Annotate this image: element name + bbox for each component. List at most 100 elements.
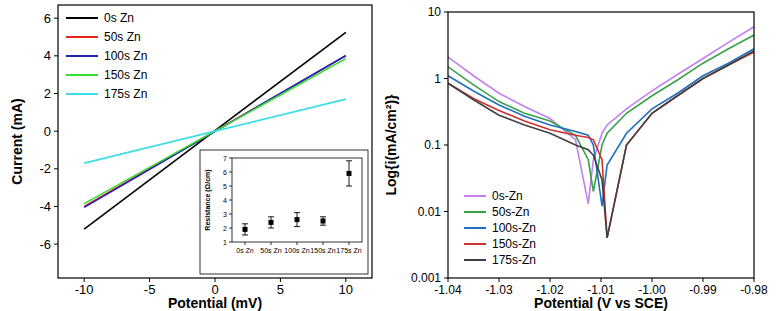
legend-label: 150s-Zn	[492, 237, 536, 251]
x-axis-label: Potential (V vs SCE)	[534, 295, 668, 311]
legend-label: 0s Zn	[104, 11, 134, 25]
legend-swatch	[464, 195, 486, 197]
error-bar	[242, 224, 248, 235]
legend-label: 175s-Zn	[492, 253, 536, 267]
y-tick	[229, 242, 232, 243]
legend-label: 100s Zn	[104, 49, 147, 63]
point	[347, 171, 352, 176]
x-tick-label: 150s Zn	[310, 247, 335, 254]
y-tick-label: 1	[223, 239, 227, 246]
series-line	[448, 49, 754, 206]
legend-swatch	[464, 259, 486, 261]
y-tick-label: 5	[223, 183, 227, 190]
x-tick-label: -5	[144, 282, 156, 297]
y-tick	[229, 228, 232, 229]
y-tick	[229, 186, 232, 187]
x-tick	[297, 242, 298, 245]
plot-frame	[232, 158, 362, 242]
y-tick	[229, 200, 232, 201]
y-tick-label: 2	[44, 86, 51, 101]
x-axis-label: Potential (mV)	[168, 295, 262, 311]
error-bar	[320, 217, 326, 225]
error-cap	[320, 225, 326, 226]
error-bar	[294, 213, 300, 227]
x-tick-label: 5	[277, 282, 284, 297]
y-tick-label: 0	[44, 124, 51, 139]
y-tick-label: -4	[39, 199, 51, 214]
legend-label: 175s Zn	[104, 87, 147, 101]
x-tick-label: -1.03	[485, 283, 513, 297]
error-cap	[294, 226, 300, 227]
series-group	[448, 27, 754, 238]
points-group	[242, 161, 352, 235]
legend-label: 50s Zn	[104, 30, 141, 44]
legend-label: 0s-Zn	[492, 189, 523, 203]
x-tick-label: -10	[75, 282, 94, 297]
y-tick-label: 3	[223, 211, 227, 218]
x-tick	[245, 242, 246, 245]
x-tick-label: 100s Zn	[284, 247, 309, 254]
legend-label: 100s-Zn	[492, 221, 536, 235]
y-axis-label: Log{i(mA/cm²)}	[383, 94, 399, 196]
error-cap	[268, 228, 274, 229]
error-cap	[242, 223, 248, 224]
y-tick-label: 2	[223, 225, 227, 232]
y-tick	[229, 172, 232, 173]
x-tick-label: 175s Zn	[336, 247, 361, 254]
error-bar	[346, 161, 352, 186]
y-tick-label: 10	[428, 5, 442, 19]
legend-swatch	[66, 17, 98, 19]
x-tick-label: -0.98	[740, 283, 768, 297]
point	[269, 220, 274, 225]
plot-frame	[448, 12, 754, 278]
legend-label: 150s Zn	[104, 68, 147, 82]
error-cap	[346, 186, 352, 187]
figure: -10-50510-6-4-20246Potential (mV)Current…	[0, 0, 780, 311]
legend-swatch	[464, 227, 486, 229]
y-tick-label: 0.01	[418, 205, 442, 219]
x-tick-label: 10	[339, 282, 353, 297]
legend-label: 50s-Zn	[492, 205, 529, 219]
series-line	[448, 52, 754, 238]
y-tick-label: 0.001	[411, 271, 441, 285]
legend-swatch	[464, 243, 486, 245]
error-cap	[294, 212, 300, 213]
y-tick-label: 6	[223, 169, 227, 176]
x-tick-label: 0s Zn	[236, 247, 254, 254]
point	[295, 217, 300, 222]
legend-swatch	[66, 93, 98, 95]
error-cap	[346, 160, 352, 161]
y-tick-label: 0.1	[424, 138, 441, 152]
y-tick-label: 6	[44, 11, 51, 26]
x-tick-label: -0.99	[689, 283, 717, 297]
legend-swatch	[66, 74, 98, 76]
y-tick	[229, 158, 232, 159]
error-cap	[320, 216, 326, 217]
error-cap	[268, 216, 274, 217]
y-tick-label: -6	[39, 237, 51, 252]
y-tick-label: 7	[223, 155, 227, 162]
x-tick	[349, 242, 350, 245]
point	[321, 219, 326, 224]
y-tick-label: 4	[44, 48, 51, 63]
legend-swatch	[66, 55, 98, 57]
series-line	[448, 35, 754, 191]
y-axis-label: Current (mA)	[9, 98, 25, 184]
y-tick-label: 4	[223, 197, 227, 204]
legend: 0s-Zn 50s-Zn 100s-Zn 150s-Zn 175s-Zn	[464, 189, 536, 267]
plot-frame	[58, 5, 372, 278]
error-bar	[268, 217, 274, 228]
legend: 0s Zn 50s Zn 100s Zn 150s Zn 175s Zn	[66, 11, 147, 101]
y-axis-label: Resistance (Ω/cm)	[204, 169, 212, 230]
x-tick	[271, 242, 272, 245]
x-tick	[323, 242, 324, 245]
y-tick-label: 1	[434, 72, 441, 86]
x-tick-label: 50s Zn	[260, 247, 282, 254]
legend-swatch	[66, 36, 98, 38]
legend-swatch	[464, 211, 486, 213]
y-tick-label: -2	[39, 161, 51, 176]
point	[243, 227, 248, 232]
y-tick	[229, 214, 232, 215]
inset-background	[200, 150, 368, 274]
series-line	[448, 51, 754, 238]
